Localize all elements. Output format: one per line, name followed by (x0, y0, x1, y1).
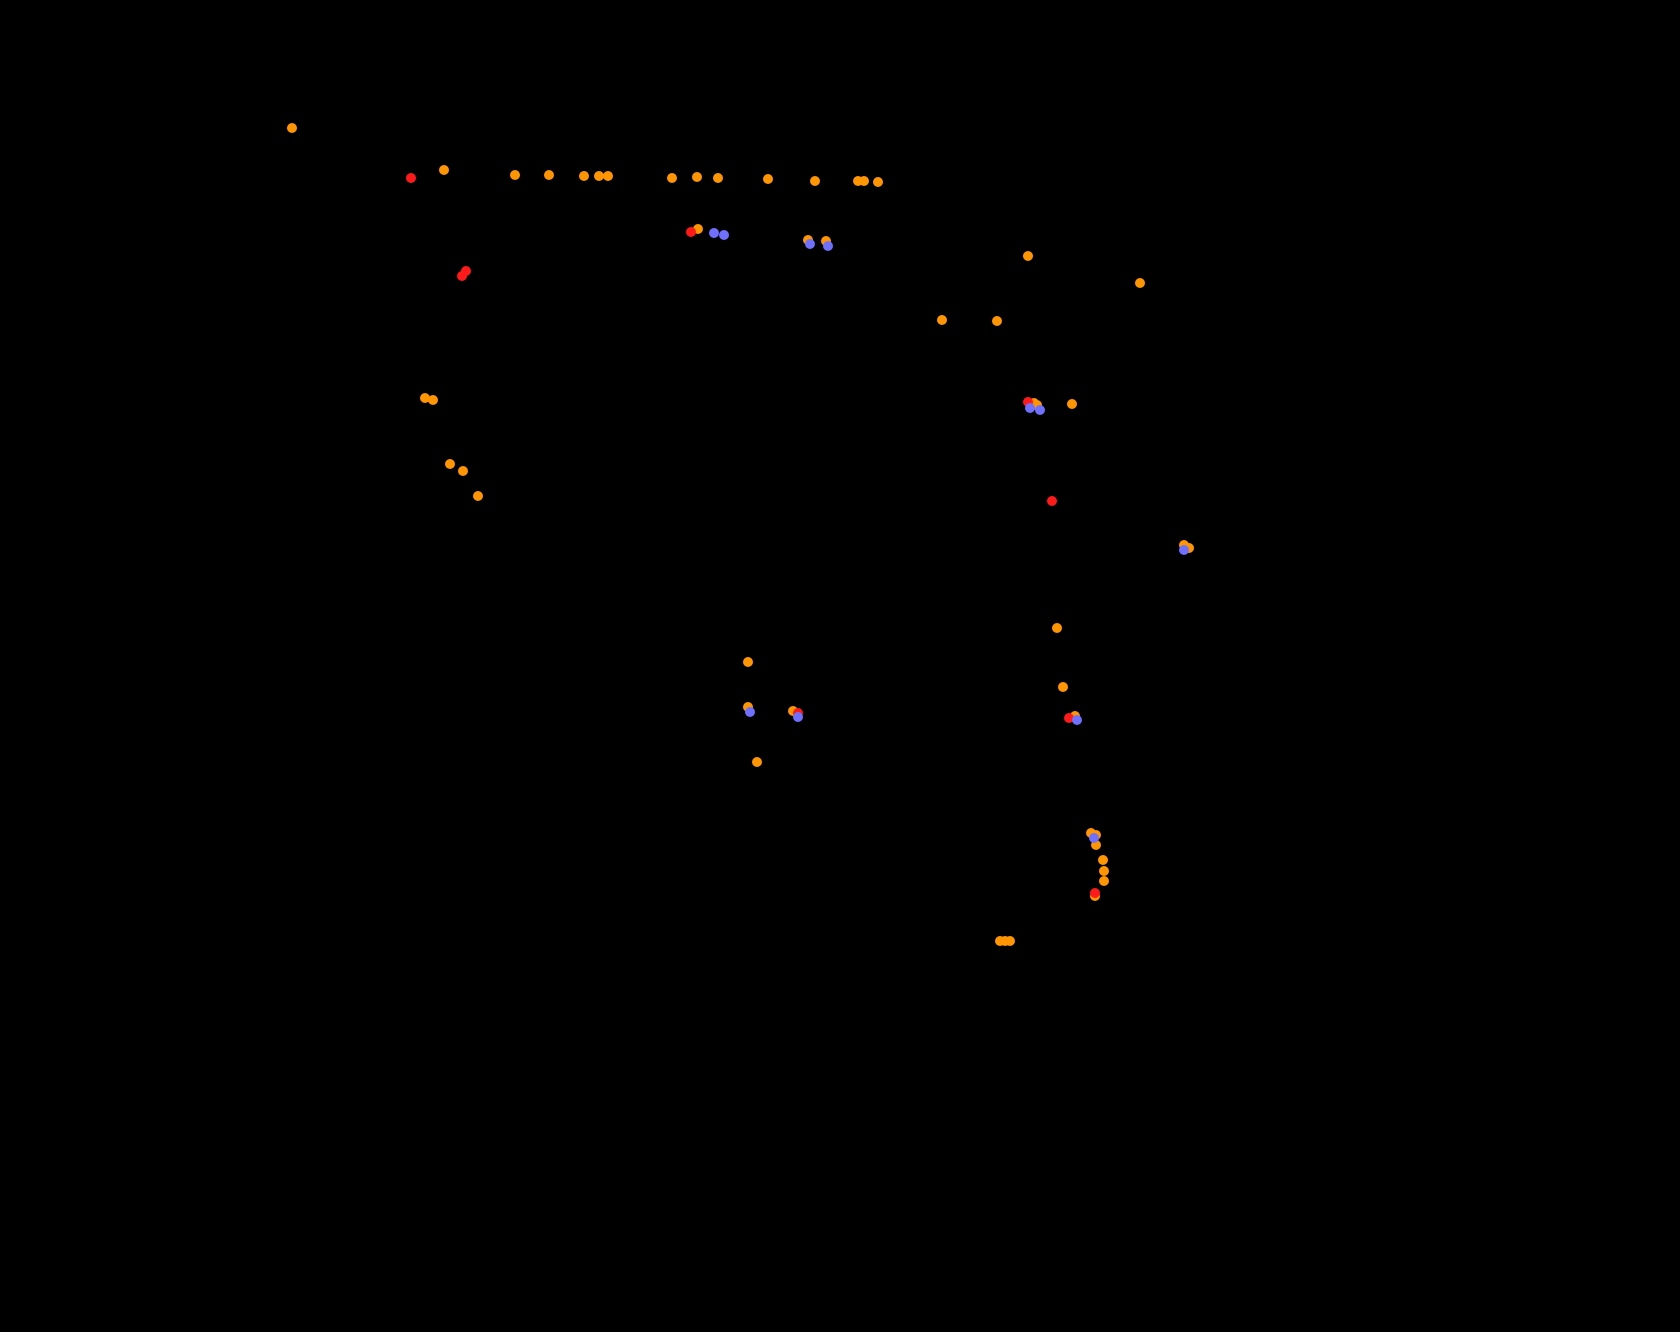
scatter-point (719, 230, 729, 240)
scatter-point (745, 707, 755, 717)
scatter-point (1099, 866, 1109, 876)
scatter-point (763, 174, 773, 184)
scatter-point (873, 177, 883, 187)
scatter-point (859, 176, 869, 186)
scatter-point (544, 170, 554, 180)
scatter-point (793, 712, 803, 722)
scatter-point (439, 165, 449, 175)
scatter-point (1058, 682, 1068, 692)
scatter-point (937, 315, 947, 325)
scatter-point (1072, 715, 1082, 725)
scatter-point (1023, 251, 1033, 261)
scatter-point (709, 228, 719, 238)
scatter-point (1025, 403, 1035, 413)
chart-background (0, 0, 1680, 1332)
scatter-point (810, 176, 820, 186)
scatter-plot (0, 0, 1680, 1332)
scatter-point (1098, 855, 1108, 865)
scatter-point (473, 491, 483, 501)
scatter-point (428, 395, 438, 405)
scatter-point (458, 466, 468, 476)
scatter-point (823, 241, 833, 251)
scatter-point (805, 239, 815, 249)
scatter-point (406, 173, 416, 183)
scatter-point (1135, 278, 1145, 288)
scatter-point (1052, 623, 1062, 633)
scatter-point (686, 227, 696, 237)
scatter-point (743, 657, 753, 667)
scatter-point (1179, 545, 1189, 555)
scatter-point (1090, 888, 1100, 898)
scatter-point (1099, 876, 1109, 886)
scatter-point (594, 171, 604, 181)
scatter-point (992, 316, 1002, 326)
scatter-point (510, 170, 520, 180)
scatter-point (752, 757, 762, 767)
scatter-point (287, 123, 297, 133)
scatter-point (1067, 399, 1077, 409)
scatter-point (445, 459, 455, 469)
scatter-point (713, 173, 723, 183)
scatter-point (603, 171, 613, 181)
scatter-point (1005, 936, 1015, 946)
scatter-point (1047, 496, 1057, 506)
scatter-point (579, 171, 589, 181)
scatter-point (1089, 833, 1099, 843)
scatter-point (1035, 405, 1045, 415)
scatter-point (461, 266, 471, 276)
scatter-point (692, 172, 702, 182)
scatter-point (667, 173, 677, 183)
